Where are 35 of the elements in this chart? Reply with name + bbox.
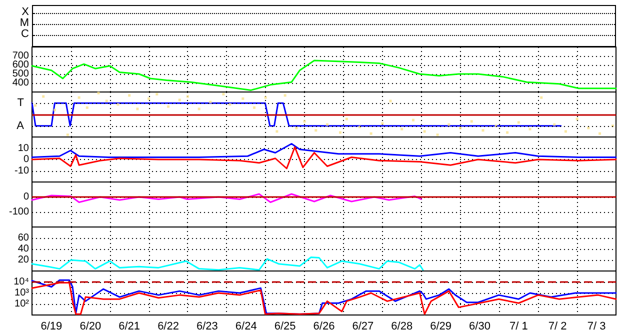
- y-tick-label: 10⁴: [14, 276, 29, 288]
- x-tick-label: 6/22: [158, 320, 179, 332]
- text: X: [22, 6, 29, 18]
- x-tick-label: 7/ 1: [509, 320, 528, 332]
- text: T: [17, 97, 24, 110]
- y-tick-label: 600: [12, 60, 30, 70]
- y-tick-label: 10²: [14, 298, 30, 310]
- x-tick-label: 6/29: [430, 320, 452, 332]
- x-tick-label: 6/21: [118, 320, 140, 332]
- y-tick-label: 400: [12, 78, 30, 88]
- text: A: [16, 120, 25, 132]
- x-tick-label: 6/20: [80, 320, 102, 332]
- x-tick-label: 6/23: [196, 320, 218, 332]
- x-tick-label: 6/30: [469, 320, 490, 332]
- y-tick-label: -100: [8, 206, 30, 218]
- x-tick-label: 7/ 3: [587, 320, 606, 332]
- y-tick-label: 20: [18, 254, 30, 266]
- x-tick-label: 6/28: [391, 320, 413, 332]
- y-tick-label: 60: [18, 232, 30, 244]
- x-tick-label: 7/ 2: [548, 320, 567, 332]
- x-tick-label: 6/19: [40, 320, 62, 332]
- x-tick-label: 6/25: [274, 320, 296, 332]
- y-tick-label: 700: [12, 50, 30, 62]
- y-tick-label: -10: [14, 165, 30, 176]
- y-tick-label: 0: [23, 154, 30, 165]
- y-tick-label: 40: [18, 244, 30, 254]
- text: M: [20, 17, 29, 30]
- y-tick-label: 10³: [14, 288, 30, 298]
- y-tick-label: 500: [12, 68, 30, 80]
- x-tick-label: 6/26: [313, 320, 335, 332]
- text: C: [21, 28, 29, 41]
- x-tick-label: 6/24: [235, 320, 257, 332]
- y-tick-label: 10: [18, 142, 30, 154]
- x-tick-label: 6/27: [352, 320, 374, 332]
- y-tick-label: 0: [23, 192, 30, 202]
